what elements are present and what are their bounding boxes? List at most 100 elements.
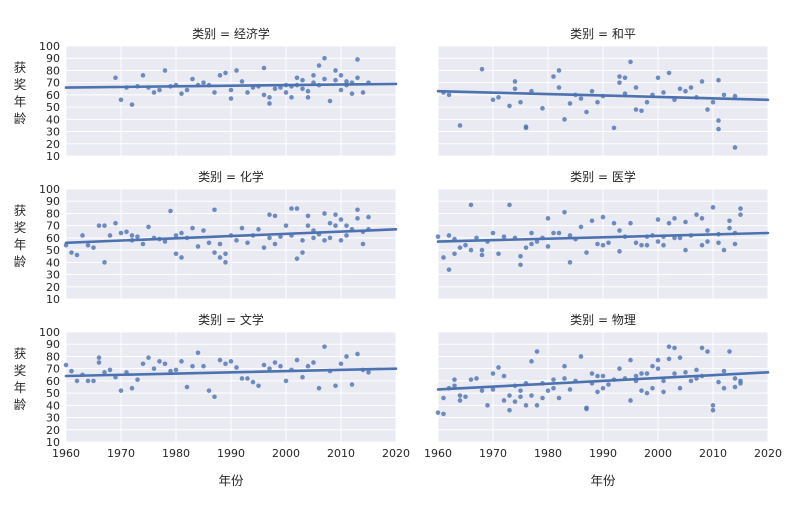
data-point: [716, 240, 721, 246]
data-point: [617, 228, 622, 233]
data-point: [617, 249, 622, 254]
data-point: [595, 389, 600, 395]
data-point: [234, 365, 239, 370]
data-point: [140, 361, 146, 367]
data-point: [600, 242, 606, 248]
data-point: [360, 90, 366, 95]
data-point: [501, 373, 507, 379]
data-point: [349, 382, 355, 387]
data-point: [85, 242, 91, 248]
data-point: [644, 390, 650, 396]
data-point: [655, 357, 661, 363]
data-point: [727, 218, 732, 224]
data-point: [107, 233, 113, 238]
data-point: [562, 209, 567, 215]
data-point: [272, 213, 278, 219]
data-point: [457, 245, 463, 250]
data-point: [217, 73, 223, 78]
data-point: [267, 101, 272, 106]
data-point: [344, 354, 349, 359]
data-point: [556, 85, 562, 90]
data-point: [289, 95, 294, 100]
data-point: [245, 90, 250, 95]
data-point: [578, 354, 584, 359]
data-point: [716, 126, 721, 132]
data-point: [699, 345, 705, 351]
data-point: [201, 80, 206, 85]
data-point: [63, 362, 69, 368]
data-point: [518, 262, 523, 268]
data-point: [212, 250, 217, 255]
data-point: [556, 395, 562, 401]
data-point: [622, 75, 628, 81]
data-point: [661, 389, 666, 395]
data-point: [162, 68, 168, 73]
x-tick-label: 1960: [52, 447, 80, 460]
data-point: [157, 87, 162, 93]
facet-panel: 类别 = 物理 1960 1970 1980 1990 2000 2010 2020 年份: [424, 313, 782, 488]
data-point: [228, 96, 234, 101]
data-point: [338, 361, 344, 367]
data-point: [650, 385, 655, 391]
data-point: [69, 368, 74, 374]
facet-panel: 类别 = 和平: [436, 27, 770, 157]
data-point: [584, 109, 589, 115]
y-tick-label: 10: [46, 436, 60, 449]
data-point: [677, 235, 683, 241]
data-point: [305, 363, 311, 369]
data-point: [545, 216, 551, 221]
data-point: [721, 247, 727, 253]
data-point: [113, 220, 118, 226]
regression-line: [436, 371, 770, 391]
y-tick-label: 50: [46, 387, 60, 400]
data-point: [316, 385, 322, 391]
data-point: [366, 214, 371, 220]
data-point: [107, 367, 113, 373]
data-point: [190, 76, 195, 82]
data-point: [452, 383, 457, 389]
data-point: [694, 367, 699, 373]
data-point: [239, 79, 245, 84]
data-point: [732, 384, 738, 390]
data-point: [633, 240, 639, 246]
data-point: [490, 371, 496, 376]
data-point: [562, 117, 567, 122]
data-point: [529, 241, 534, 247]
data-point: [463, 394, 468, 400]
y-tick-label: 90: [46, 338, 60, 351]
data-point: [584, 250, 589, 255]
data-point: [732, 93, 738, 99]
x-tick-label: 2010: [699, 447, 727, 460]
data-point: [261, 65, 267, 71]
data-point: [190, 363, 195, 369]
data-point: [344, 79, 349, 84]
x-tick-label: 1960: [424, 447, 452, 460]
data-point: [468, 247, 474, 253]
data-point: [234, 68, 239, 73]
y-tick-label: 20: [46, 138, 60, 151]
data-point: [355, 207, 360, 213]
data-point: [639, 371, 644, 376]
data-point: [738, 206, 743, 211]
data-point: [666, 356, 672, 362]
data-point: [589, 218, 595, 224]
data-point: [606, 382, 611, 387]
data-point: [688, 378, 694, 384]
data-point: [118, 97, 124, 103]
data-point: [124, 229, 129, 235]
data-point: [316, 63, 322, 68]
data-point: [355, 351, 360, 357]
data-point: [272, 241, 278, 247]
data-point: [146, 355, 151, 360]
data-point: [311, 73, 316, 78]
facet-title: 类别 = 物理: [570, 313, 636, 327]
data-point: [278, 363, 283, 369]
data-point: [501, 234, 507, 239]
data-point: [113, 75, 118, 81]
data-point: [446, 233, 452, 238]
data-point: [261, 92, 267, 98]
data-point: [600, 373, 606, 379]
facet-panel: 类别 = 医学: [435, 169, 770, 300]
data-point: [151, 366, 157, 371]
